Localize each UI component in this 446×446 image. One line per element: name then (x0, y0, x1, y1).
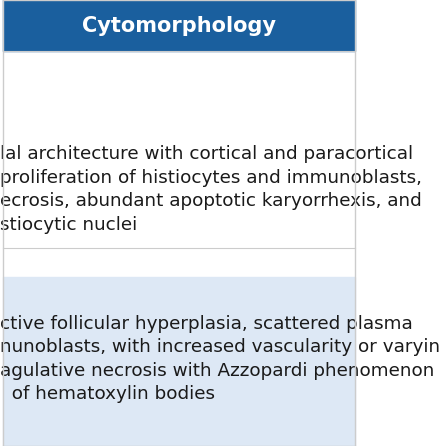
Text: ctive follicular hyperplasia, scattered plasma
nunoblasts, with increased vascul: ctive follicular hyperplasia, scattered … (0, 314, 440, 404)
Bar (4, 51, 355, 248)
Bar (4, 0, 355, 51)
Bar (4, 277, 355, 446)
Text: lal architecture with cortical and paracortical
proliferation of histiocytes and: lal architecture with cortical and parac… (0, 145, 422, 234)
Text: Cytomorphology: Cytomorphology (82, 16, 276, 36)
